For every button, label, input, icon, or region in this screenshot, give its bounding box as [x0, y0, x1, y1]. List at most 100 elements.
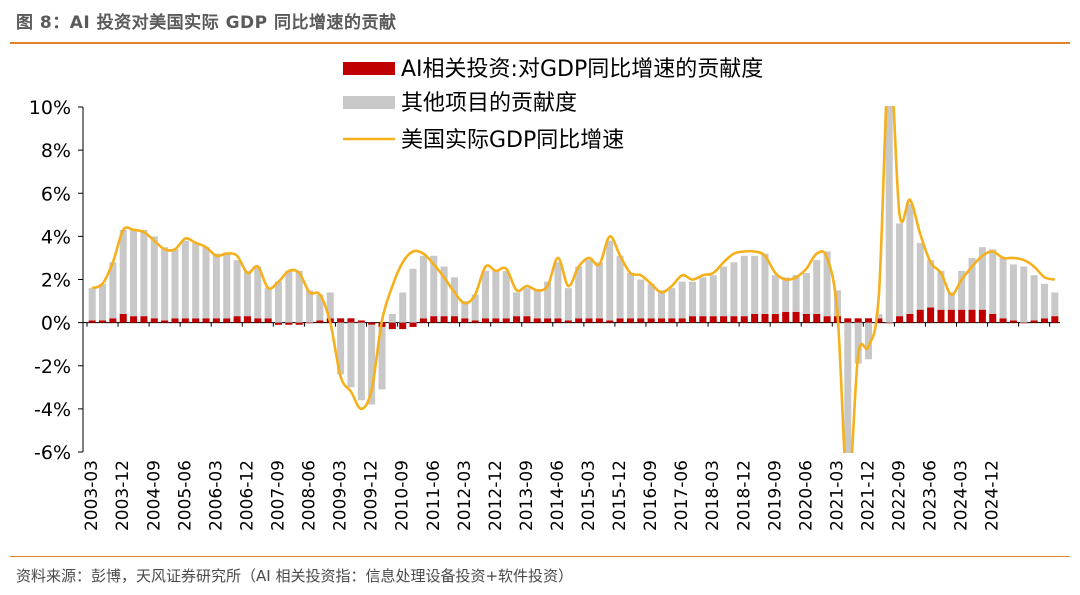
x-tick-label: 2005-06 [175, 460, 195, 531]
ai-contribution-bar [192, 318, 200, 323]
other-contribution-bar [740, 255, 748, 317]
other-contribution-bar [575, 266, 583, 319]
other-contribution-bar [481, 270, 490, 319]
ai-contribution-bar [678, 318, 686, 323]
other-contribution-bar [430, 255, 438, 317]
ai-contribution-bar [502, 318, 510, 323]
ai-contribution-bar [875, 318, 883, 323]
x-tick-label: 2003-03 [82, 460, 102, 531]
x-tick-label: 2006-12 [237, 460, 257, 531]
ai-contribution-bar [689, 316, 697, 323]
ai-contribution-bar [285, 322, 293, 325]
other-contribution-bar [150, 236, 158, 319]
x-tick-label: 2013-09 [517, 460, 537, 531]
ai-contribution-bar [699, 316, 707, 323]
other-contribution-bar [492, 270, 500, 319]
other-contribution-bar [709, 275, 717, 317]
ai-contribution-bar [88, 320, 96, 323]
other-contribution-bar [419, 255, 427, 319]
ai-contribution-bar [844, 318, 852, 323]
other-contribution-bar [533, 290, 541, 319]
ai-contribution-bar [368, 322, 376, 325]
ai-contribution-bar [150, 318, 158, 323]
other-contribution-bar [823, 251, 831, 317]
other-contribution-bar [337, 322, 345, 375]
other-contribution-bar [1020, 266, 1028, 323]
other-contribution-bar [606, 240, 614, 321]
ai-contribution-bar [564, 320, 572, 323]
other-contribution-bar [771, 275, 779, 314]
other-contribution-bar [1030, 275, 1038, 321]
ai-contribution-bar [989, 314, 997, 323]
ai-contribution-bar [657, 318, 666, 323]
top-rule [10, 42, 1070, 44]
y-tick-label: 4% [41, 226, 71, 248]
ai-contribution-bar [854, 318, 862, 323]
ai-contribution-bar [906, 314, 914, 323]
ai-contribution-bar [927, 307, 935, 323]
ai-contribution-bar [595, 318, 603, 323]
x-tick-label: 2022-09 [890, 460, 910, 531]
x-tick-label: 2021-03 [828, 460, 848, 531]
ai-contribution-bar [357, 320, 365, 323]
ai-contribution-bar [968, 309, 976, 323]
ai-contribution-bar [771, 314, 779, 323]
x-tick-label: 2024-03 [952, 460, 972, 531]
other-contribution-bar [368, 324, 376, 405]
gdp-growth-line [91, 106, 1056, 453]
ai-contribution-bar [999, 318, 1007, 323]
x-tick-label: 2020-06 [796, 460, 816, 531]
other-contribution-bar [699, 277, 707, 317]
ai-contribution-bar [730, 316, 738, 323]
x-tick-label: 2007-09 [269, 460, 289, 531]
other-contribution-bar [88, 288, 96, 321]
other-contribution-bar [854, 322, 862, 364]
ai-contribution-bar [306, 322, 314, 324]
y-tick-label: -6% [34, 442, 71, 464]
ai-contribution-bar [450, 316, 458, 323]
ai-contribution-bar [440, 316, 448, 323]
other-contribution-bar [119, 229, 127, 314]
other-contribution-bar [720, 266, 728, 317]
line-layer [91, 106, 1056, 453]
source-note: 资料来源：彭博，天风证券研究所（AI 相关投资指：信息处理设备投资+软件投资） [16, 567, 574, 585]
other-contribution-bar [864, 322, 873, 360]
legend-swatch-ai [343, 62, 395, 75]
ai-contribution-bar [254, 318, 262, 323]
ai-contribution-bar [647, 318, 655, 323]
other-contribution-bar [1009, 264, 1017, 321]
x-tick-label: 2017-06 [672, 460, 692, 531]
y-tick-label: 6% [41, 183, 71, 205]
other-contribution-bar [1051, 292, 1059, 317]
other-contribution-bar [875, 314, 883, 319]
ai-contribution-bar [813, 314, 821, 323]
other-contribution-bar [461, 301, 469, 319]
other-contribution-bar [295, 270, 303, 323]
other-contribution-bar [968, 257, 976, 310]
ai-contribution-bar [243, 316, 251, 323]
other-contribution-bar [513, 292, 521, 317]
x-tick-label: 2023-06 [921, 460, 941, 531]
x-tick-label: 2018-03 [703, 460, 723, 531]
x-tick-label: 2009-03 [331, 460, 351, 531]
y-tick-label: 2% [41, 270, 71, 292]
other-contribution-bar [896, 223, 904, 317]
ai-contribution-bar [212, 318, 220, 323]
ai-contribution-bar [409, 322, 417, 327]
other-contribution-bar [161, 247, 169, 321]
other-contribution-bar [958, 270, 966, 310]
other-contribution-bar [647, 283, 655, 319]
other-contribution-bar [730, 262, 738, 317]
ai-contribution-bar [751, 314, 759, 323]
other-contribution-bar [544, 281, 552, 319]
other-contribution-bar [212, 253, 220, 319]
x-tick-label: 2019-09 [765, 460, 785, 531]
ai-contribution-bar [606, 320, 614, 323]
other-contribution-bar [689, 281, 697, 317]
other-contribution-bar [409, 268, 417, 323]
ai-contribution-bar [916, 309, 924, 323]
ai-contribution-bar [430, 316, 438, 323]
x-tick-label: 2015-12 [610, 460, 630, 531]
ai-contribution-bar [1020, 322, 1028, 324]
